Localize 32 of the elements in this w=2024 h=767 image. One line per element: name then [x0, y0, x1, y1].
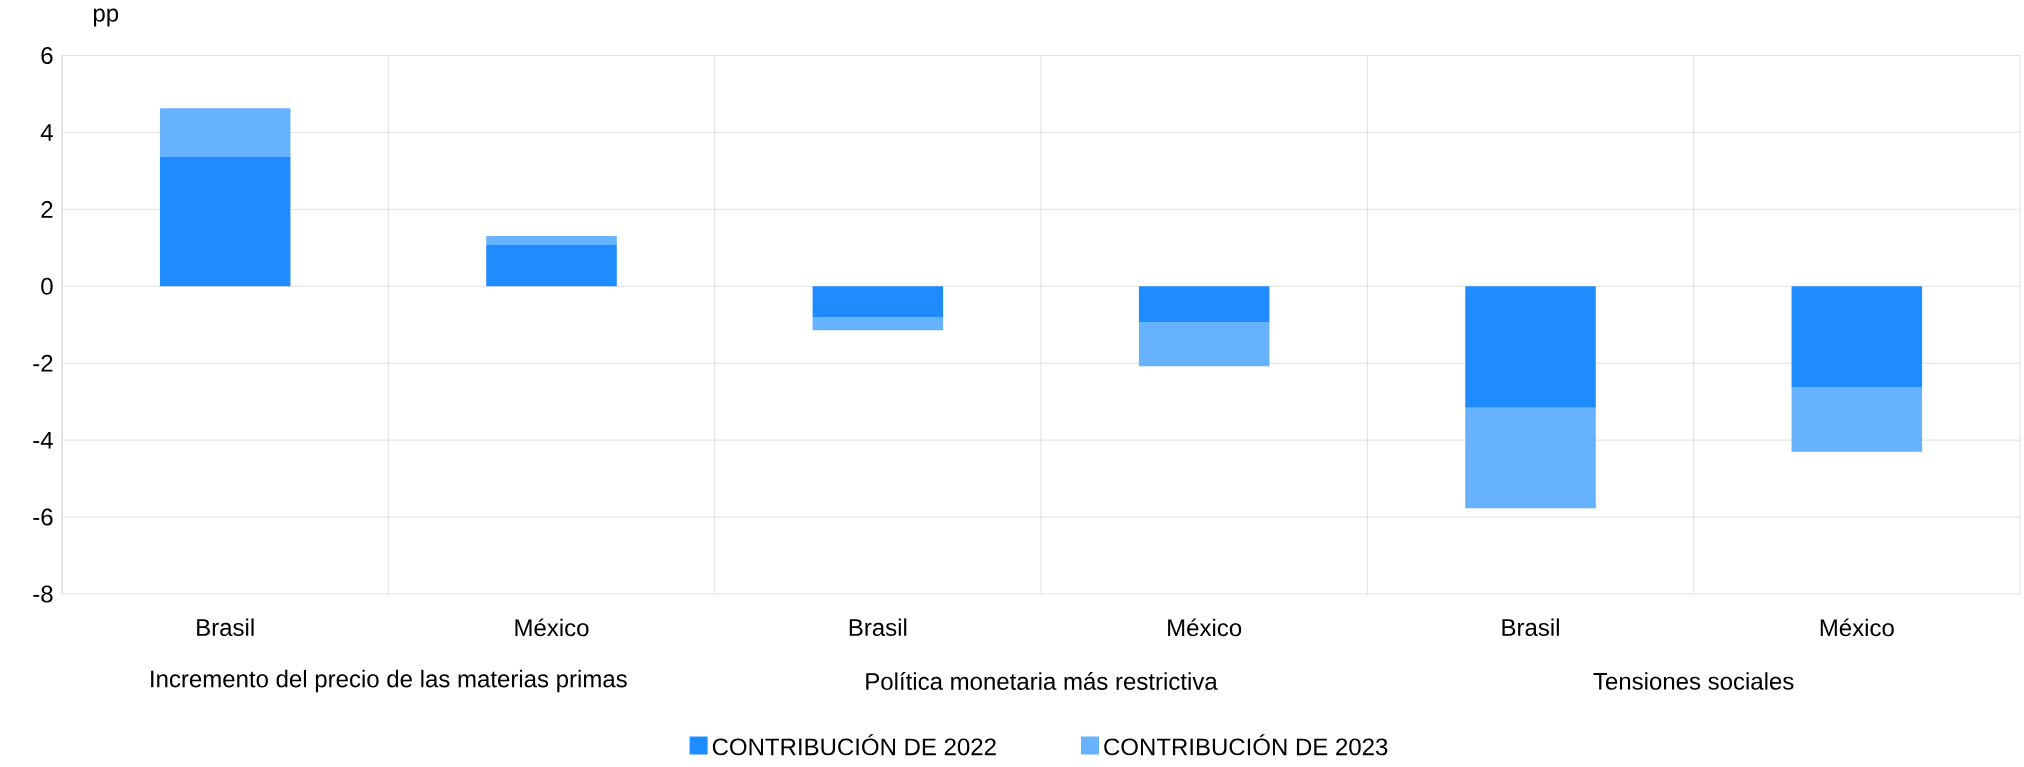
- x-tick-label: Brasil: [1502, 618, 1559, 637]
- text: Política monetaria más restrictiva: [866, 672, 1218, 691]
- y-tick-label: -4: [33, 432, 53, 449]
- legend-label: CONTRIBUCIÓN DE 2022: [712, 734, 996, 756]
- x-tick-label: México: [1168, 618, 1242, 637]
- y-tick-label: 6: [41, 47, 53, 65]
- bar: [1791, 286, 1923, 388]
- y-tick-label: 0: [41, 277, 53, 295]
- y-tick-label: -2: [33, 354, 53, 372]
- text: Incremento del precio de las materias primas: [151, 669, 627, 693]
- bar: [1138, 322, 1270, 367]
- bar: [1465, 286, 1596, 408]
- bar: [159, 108, 291, 158]
- x-tick-label: Brasil: [197, 618, 254, 637]
- bar: [159, 157, 291, 287]
- y-axis-title: pp: [93, 8, 119, 27]
- x-tick-label: México: [515, 618, 589, 637]
- bar: [812, 286, 944, 318]
- bar: [812, 317, 944, 331]
- bar: [486, 236, 617, 246]
- text: Tensiones sociales: [1593, 672, 1794, 690]
- bar: [1138, 286, 1270, 323]
- bar: [1465, 407, 1596, 509]
- x-tick-label: Brasil: [849, 618, 907, 637]
- y-tick-label: 2: [41, 201, 53, 218]
- y-tick-label: -6: [33, 508, 53, 526]
- y-tick-label: -8: [33, 585, 53, 603]
- y-tick-label: 4: [40, 124, 53, 141]
- bar: [486, 245, 617, 287]
- x-tick-label: México: [1820, 618, 1894, 637]
- bar: [1791, 387, 1923, 452]
- legend-label: CONTRIBUCIÓN DE 2023: [1104, 734, 1388, 756]
